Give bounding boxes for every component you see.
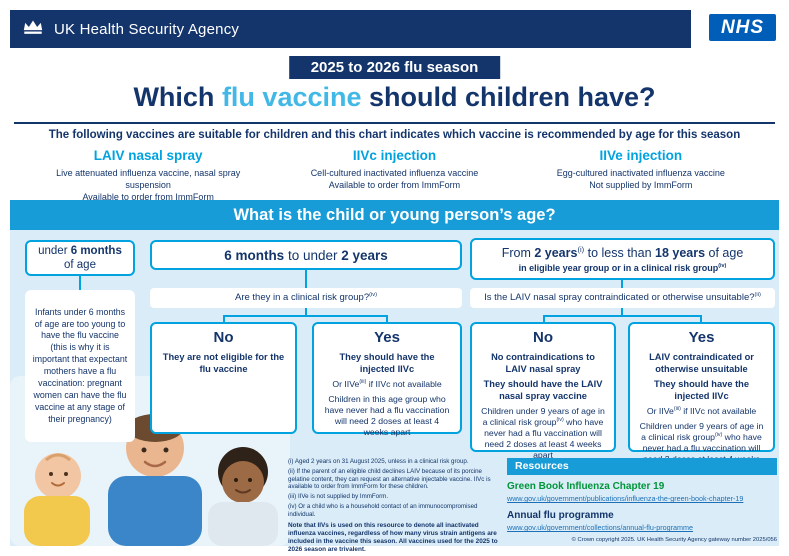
laiv-suitability-question: Is the LAIV nasal spray contraindicated …: [470, 288, 775, 308]
outcome-text: They should have the injected IIVc: [339, 352, 435, 374]
age-label-line2: of age: [64, 259, 96, 271]
flu-programme-title: Annual flu programme: [507, 510, 614, 521]
vaccine-availability: Available to order from ImmForm: [82, 192, 214, 203]
nhs-logo-text: NHS: [720, 16, 765, 38]
verdict-label: No: [533, 329, 553, 346]
vaccine-name: LAIV nasal spray: [93, 148, 203, 163]
footnote-item: (iv) Or a child who is a household conta…: [288, 502, 478, 518]
risk-group-question: Are they in a clinical risk group?(iv): [150, 288, 462, 308]
season-banner: 2025 to 2026 flu season: [288, 56, 501, 79]
infant-info-text: Infants under 6 months of age are too yo…: [32, 306, 128, 424]
connector-line: [700, 315, 702, 322]
baby-figure: [24, 453, 90, 546]
vaccine-desc: Live attenuated influenza vaccine, nasal…: [56, 168, 241, 191]
no-box-2-18: No No contraindications to LAIV nasal sp…: [470, 322, 616, 460]
footnotes-section: (i) Aged 2 years on 31 August 2025, unle…: [288, 458, 502, 554]
green-book-title: Green Book Influenza Chapter 19: [507, 481, 665, 492]
age-label: From 2 years(i) to less than 18 years of…: [501, 245, 744, 261]
green-book-link[interactable]: www.gov.uk/government/publications/influ…: [507, 494, 744, 503]
toddler-figure: [208, 447, 278, 546]
connector-line: [543, 315, 545, 322]
age-label: under 6 months: [38, 244, 122, 257]
vaccine-card-iive: IIVe injection Egg-cultured inactivated …: [518, 148, 764, 203]
outcome-text: LAIV contraindicated or otherwise unsuit…: [649, 352, 754, 374]
page-title: Which flu vaccine should children have?: [0, 82, 789, 113]
verdict-label: Yes: [688, 329, 715, 346]
agency-name: UK Health Security Agency: [54, 20, 240, 38]
outcome-text: Or IIVe(iii) if IIVc not available: [646, 406, 757, 417]
outcome-text: They should have the LAIV nasal spray va…: [483, 379, 603, 401]
title-highlight: flu vaccine: [221, 82, 362, 112]
vaccine-card-laiv: LAIV nasal spray Live attenuated influen…: [25, 148, 271, 203]
flu-programme-link[interactable]: www.gov.uk/government/collections/annual…: [507, 523, 694, 532]
age-box-2-to-18-years: From 2 years(i) to less than 18 years of…: [470, 238, 775, 280]
connector-line: [543, 315, 702, 317]
verdict-label: Yes: [374, 329, 400, 346]
vaccine-card-iivc: IIVc injection Cell-cultured inactivated…: [271, 148, 517, 203]
title-pre: Which: [133, 82, 222, 112]
vaccine-availability: Not supplied by ImmForm: [589, 180, 693, 191]
no-box-6m-2y: No They are not eligible for the flu vac…: [150, 322, 297, 434]
connector-line: [386, 315, 388, 322]
footnote-item: (i) Aged 2 years on 31 August 2025, unle…: [288, 458, 469, 465]
infant-info-box: Infants under 6 months of age are too yo…: [25, 290, 135, 442]
age-question-band: What is the child or young person’s age?: [10, 200, 779, 230]
connector-line: [305, 308, 307, 315]
copyright-text: © Crown copyright 2025. UK Health Securi…: [571, 537, 777, 543]
yes-box-6m-2y: Yes They should have the injected IIVc O…: [312, 322, 462, 437]
outcome-text: Children in this age group who have neve…: [324, 394, 450, 437]
yes-box-2-18: Yes LAIV contraindicated or otherwise un…: [628, 322, 775, 475]
age-box-6-months-to-2-years: 6 months to under 2 years: [150, 240, 462, 270]
connector-line: [621, 280, 623, 288]
connector-line: [305, 270, 307, 288]
ukhsa-crown-logo-icon: [22, 18, 44, 40]
note-text: Note that IIVs is used on this resource …: [288, 522, 498, 554]
outcome-text: Children under 9 years of age in a clini…: [481, 406, 605, 460]
vaccine-availability: Available to order from ImmForm: [328, 180, 461, 191]
outcome-text: Or IIVe(iii) if IIVc not available: [332, 379, 442, 390]
age-sublabel: in eligible year group or in a clinical …: [518, 262, 727, 273]
outcome-text: No contraindications to LAIV nasal spray: [491, 352, 595, 374]
ukhsa-header-bar: UK Health Security Agency: [10, 10, 691, 48]
vaccine-legend: LAIV nasal spray Live attenuated influen…: [25, 148, 764, 203]
vaccine-name: IIVe injection: [599, 148, 683, 163]
age-box-under-6-months: under 6 months of age: [25, 240, 135, 276]
verdict-label: No: [213, 329, 234, 346]
question-text: Are they in a clinical risk group?(iv): [234, 292, 378, 304]
divider: [14, 122, 775, 124]
resources-section: Resources Green Book Influenza Chapter 1…: [507, 458, 777, 532]
intro-text: The following vaccines are suitable for …: [48, 129, 741, 141]
resources-header: Resources: [507, 458, 777, 475]
footnote-item: (ii) If the parent of an eligible child …: [288, 467, 491, 491]
connector-line: [223, 315, 225, 322]
connector-line: [223, 315, 388, 317]
question-text: Is the LAIV nasal spray contraindicated …: [484, 292, 761, 304]
connector-line: [621, 308, 623, 315]
age-label: 6 months to under 2 years: [224, 247, 388, 263]
vaccine-desc: Egg-cultured inactivated influenza vacci…: [556, 168, 725, 178]
outcome-text: They are not eligible for the flu vaccin…: [162, 352, 285, 374]
vaccine-name: IIVc injection: [352, 148, 437, 163]
connector-line: [79, 276, 81, 290]
title-post: should children have?: [361, 82, 656, 112]
footnote-item: (iii) IIVe is not supplied by ImmForm.: [288, 493, 389, 500]
vaccine-desc: Cell-cultured inactivated influenza vacc…: [310, 168, 479, 178]
outcome-text: They should have the injected IIVc: [653, 379, 750, 401]
nhs-logo: NHS: [709, 14, 776, 41]
